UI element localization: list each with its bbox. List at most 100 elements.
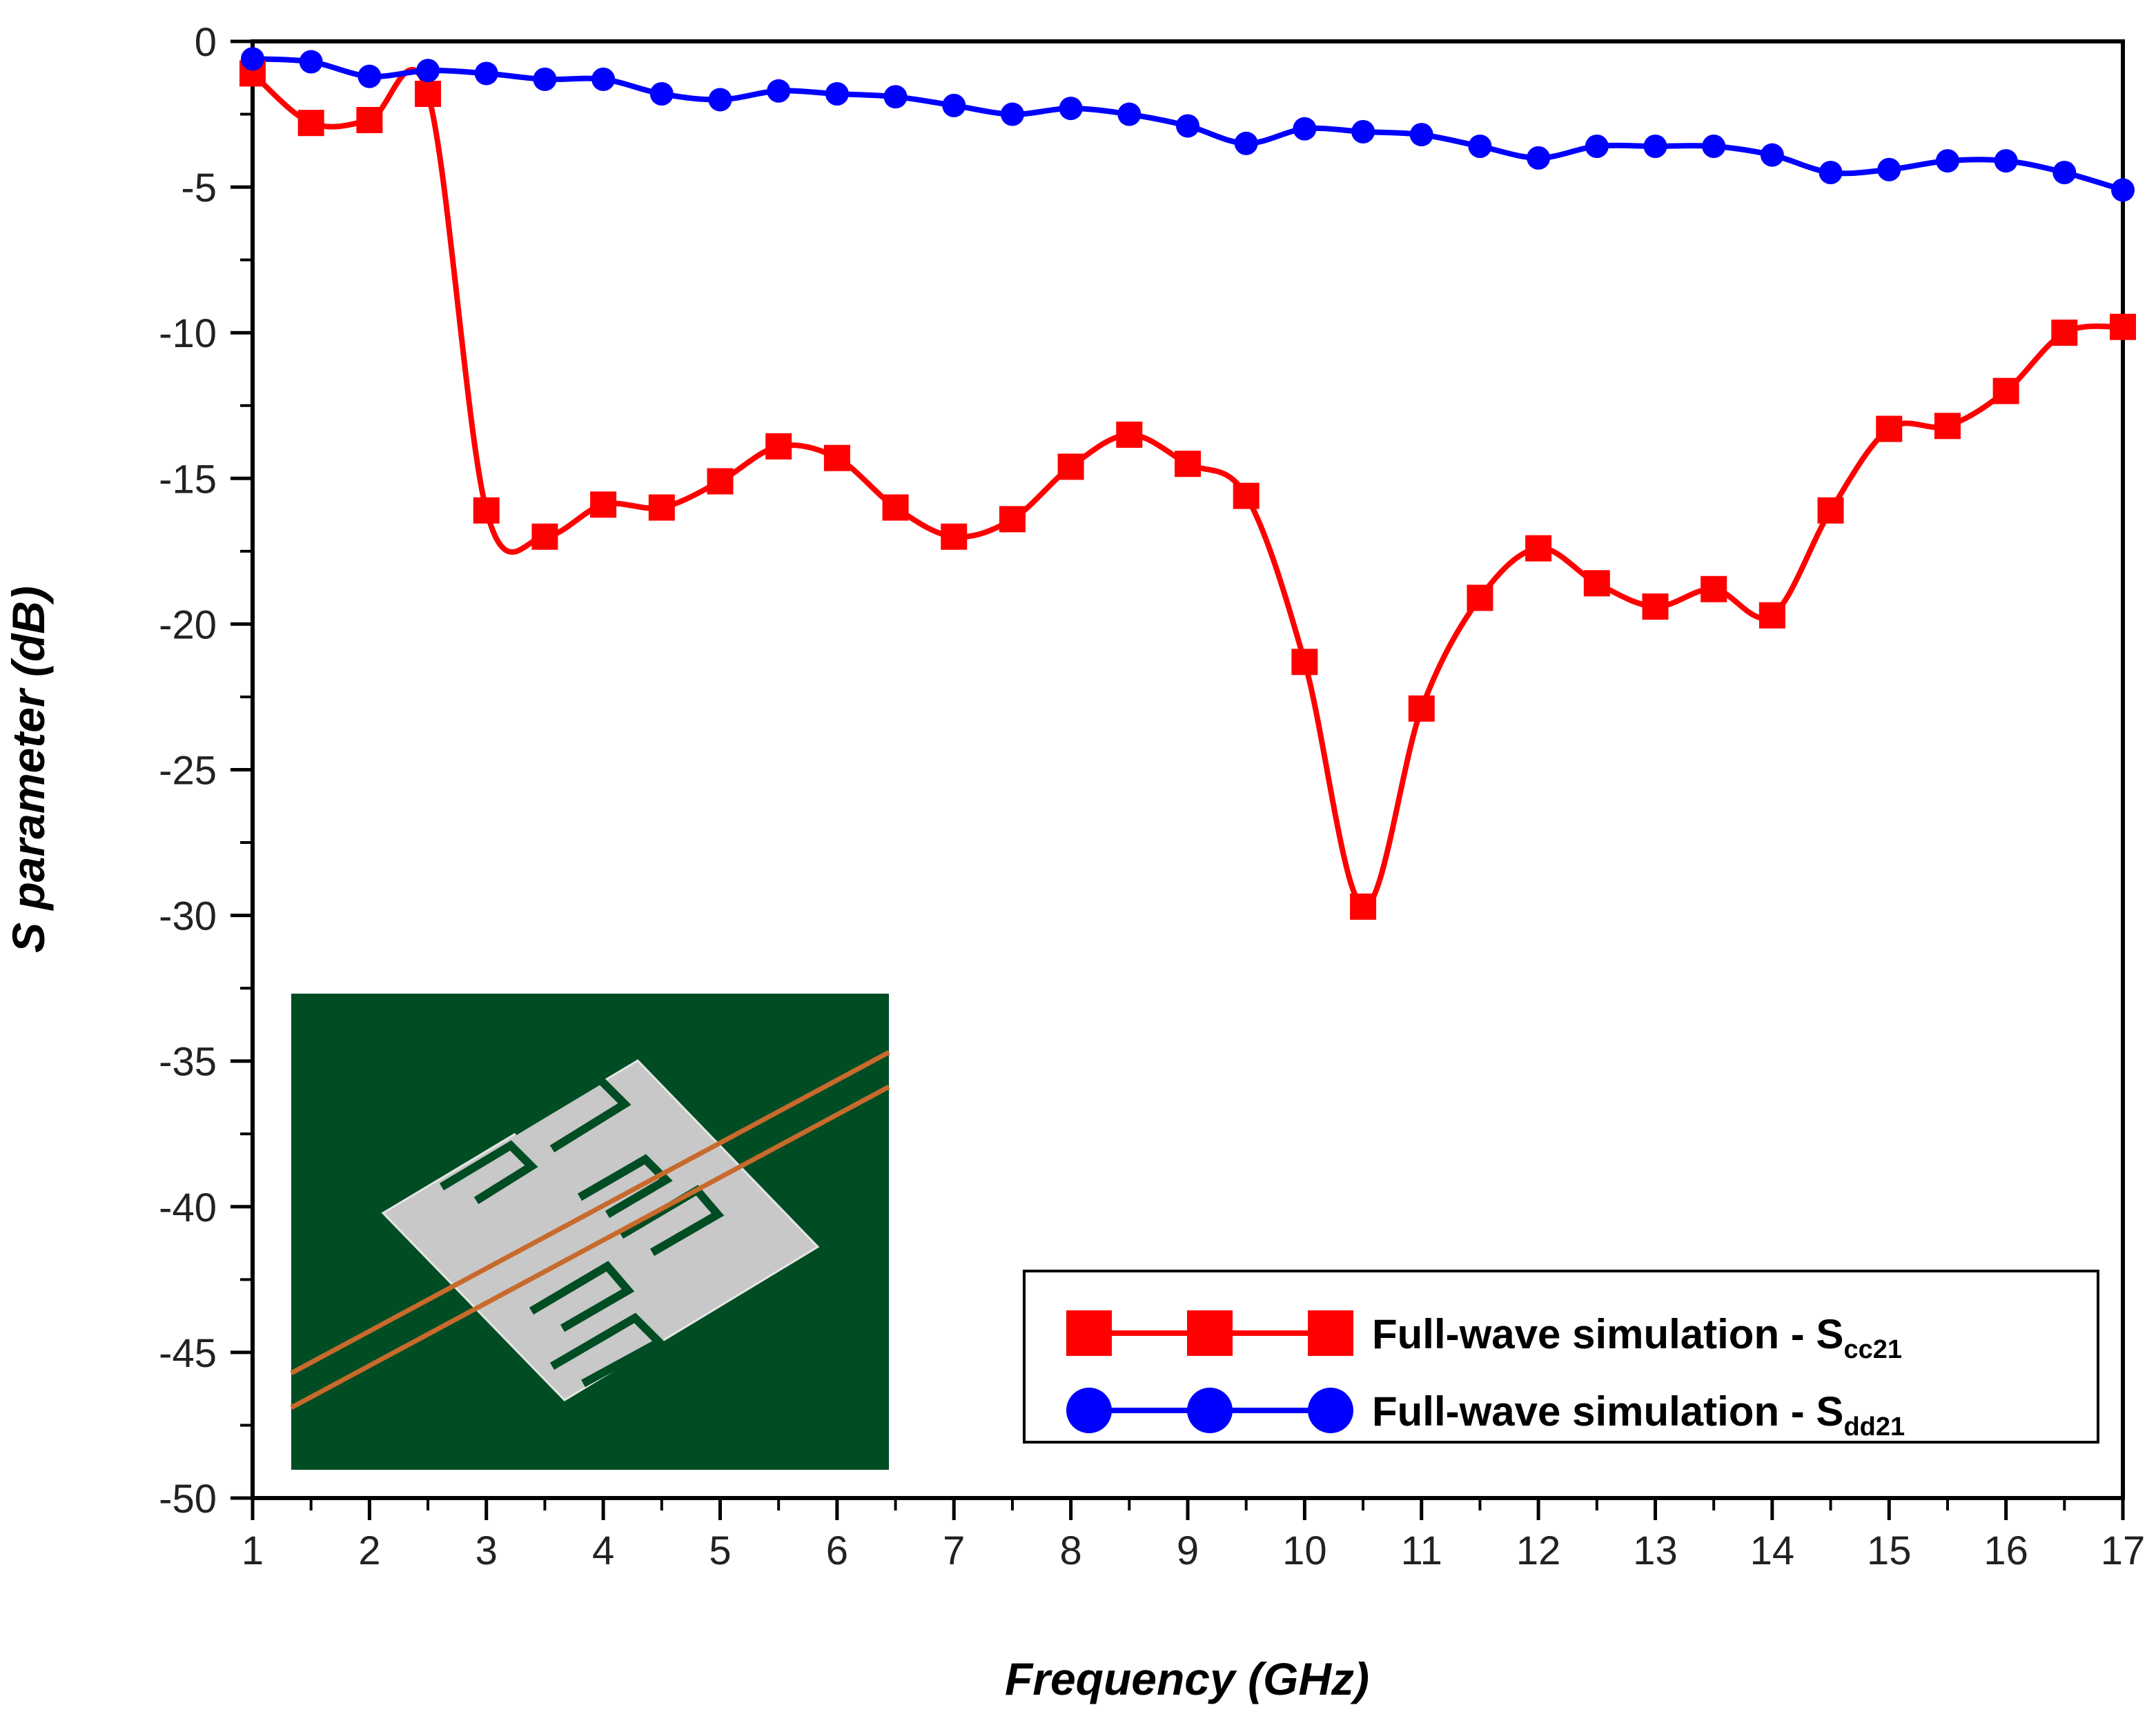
series-2-marker	[357, 64, 382, 88]
series-2-marker	[2052, 160, 2077, 184]
series-1-marker	[1934, 413, 1961, 440]
legend-marker-2	[1187, 1388, 1233, 1433]
y-tick-label: -25	[159, 749, 217, 794]
y-tick-label: -50	[159, 1477, 217, 1522]
series-2-marker	[825, 81, 849, 106]
legend-label-main: Full-wave simulation - S	[1372, 1311, 1843, 1357]
series-1-marker	[1701, 575, 1727, 602]
series-2-marker	[1234, 131, 1258, 155]
x-tick-label: 13	[1633, 1528, 1678, 1573]
series-1-marker	[999, 506, 1026, 533]
series-2-marker	[1819, 160, 1843, 184]
series-2-marker	[1760, 143, 1784, 167]
x-tick-label: 3	[476, 1528, 498, 1573]
series-2-marker	[1293, 117, 1317, 141]
x-tick-label: 7	[943, 1528, 965, 1573]
series-1-marker	[1350, 893, 1377, 920]
legend-label-subscript: dd21	[1843, 1412, 1905, 1441]
x-tick-label: 2	[358, 1528, 380, 1573]
series-2-marker	[241, 47, 264, 71]
series-1-marker	[765, 433, 792, 460]
series-1-marker	[1057, 453, 1084, 480]
series-1-marker	[1525, 535, 1552, 562]
series-2-marker	[1702, 134, 1726, 158]
series-1-marker	[531, 523, 558, 550]
series-1-marker	[415, 80, 442, 107]
series-2-marker	[1409, 123, 1433, 147]
x-tick-label: 5	[709, 1528, 731, 1573]
resonator-plate	[381, 1059, 820, 1401]
resonator-slot	[549, 1312, 666, 1388]
series-2-marker	[1935, 149, 1959, 173]
series-1-marker	[590, 491, 617, 518]
x-tick-label: 12	[1516, 1528, 1561, 1573]
series-2-marker	[767, 79, 791, 103]
legend-label-subscript: cc21	[1843, 1335, 1902, 1364]
y-tick-label: -15	[159, 457, 217, 502]
series-1-marker	[1758, 602, 1785, 629]
x-tick-label: 14	[1750, 1528, 1795, 1573]
legend-marker-1	[1066, 1310, 1112, 1356]
series-1-marker	[648, 494, 675, 521]
series-2-marker	[883, 85, 908, 109]
x-tick-label: 17	[2101, 1528, 2146, 1573]
circuit-inset-image	[290, 994, 890, 1470]
series-1-marker	[1408, 695, 1435, 722]
series-1-marker	[1467, 584, 1493, 611]
series-1-marker	[2110, 313, 2136, 340]
series-markers	[239, 47, 2136, 920]
series-1-marker	[882, 494, 909, 521]
series-1-marker	[1992, 377, 2019, 404]
series-2-marker	[1000, 102, 1024, 126]
y-tick-label: -40	[159, 1185, 217, 1230]
series-1-marker	[1233, 482, 1260, 509]
legend-label-main: Full-wave simulation - S	[1372, 1388, 1843, 1435]
y-axis-title: S parameter (dB)	[3, 586, 54, 953]
x-tick-label: 15	[1867, 1528, 1912, 1573]
series-2-marker	[649, 81, 674, 106]
series-1-marker	[356, 106, 383, 133]
x-tick-label: 4	[592, 1528, 614, 1573]
resonator-slot	[529, 1261, 635, 1332]
axis-ticks: 1 2 3 4 5 6 7 8 9 10 11 12 13 14 15 16 170-5-10-15-20-25…	[159, 20, 2145, 1573]
y-tick-label: -5	[181, 166, 217, 210]
series-2-marker	[2111, 178, 2135, 202]
series-2-marker	[1176, 114, 1199, 138]
y-tick-label: 0	[195, 20, 217, 65]
series-2-marker	[1527, 146, 1551, 170]
legend-marker-1	[1308, 1310, 1353, 1356]
series-1-marker	[1116, 421, 1143, 448]
series-2-marker	[1877, 157, 1901, 181]
y-tick-label: -30	[159, 894, 217, 939]
series-1-marker	[297, 110, 324, 137]
series-1-marker	[1642, 593, 1669, 620]
legend-marker-2	[1308, 1388, 1353, 1433]
x-tick-label: 16	[1983, 1528, 2028, 1573]
legend-marker-2	[1066, 1388, 1112, 1433]
coupled-line-lower	[290, 1084, 890, 1410]
y-tick-label: -35	[159, 1040, 217, 1085]
series-2-marker	[474, 61, 498, 86]
series-1-marker	[1175, 451, 1201, 477]
series-2-marker	[1468, 134, 1492, 158]
series-2-marker	[708, 88, 732, 112]
series-1-marker	[1817, 497, 1844, 524]
series-1-marker	[941, 523, 968, 550]
series-2-marker	[1585, 134, 1609, 158]
x-axis-title: Frequency (GHz)	[1005, 1653, 1369, 1704]
x-tick-label: 8	[1059, 1528, 1081, 1573]
x-tick-label: 9	[1177, 1528, 1199, 1573]
series-line-1	[253, 67, 2123, 909]
series-1-marker	[1876, 415, 1903, 442]
series-2-marker	[1351, 119, 1375, 144]
y-tick-label: -20	[159, 602, 217, 647]
series-2-marker	[1117, 102, 1141, 126]
series-2-marker	[533, 67, 557, 91]
series-2-marker	[416, 59, 440, 83]
series-2-marker	[591, 67, 616, 91]
legend-label-2: Full-wave simulation - Sdd21	[1372, 1388, 1905, 1441]
series-curves	[253, 56, 2123, 909]
series-2-marker	[1059, 97, 1083, 121]
